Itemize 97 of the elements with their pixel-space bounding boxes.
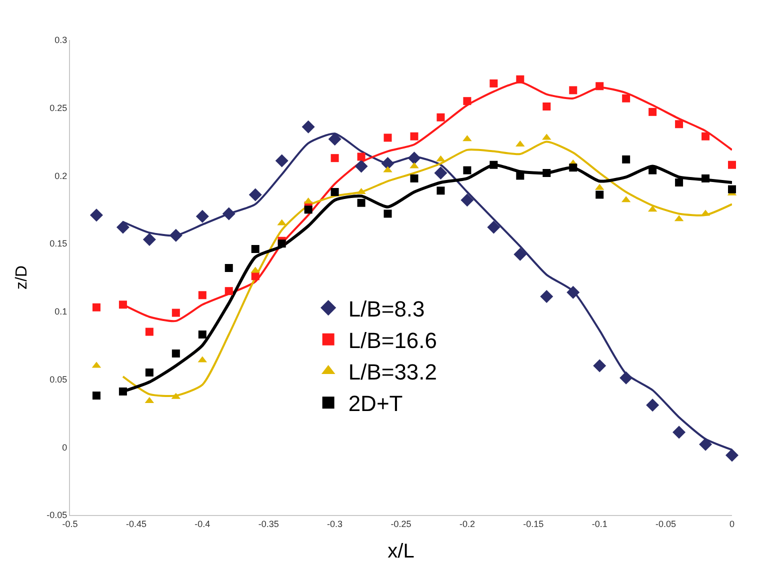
point: [410, 132, 418, 140]
y-axis-title: z/D: [14, 266, 31, 290]
point: [92, 392, 100, 400]
point: [622, 94, 630, 102]
point: [702, 132, 710, 140]
point: [251, 245, 260, 253]
point: [251, 272, 260, 280]
point: [330, 188, 339, 196]
y-tick-label: 0.2: [54, 170, 68, 181]
y-tick-label: 0.15: [50, 238, 68, 249]
y-tick-label: 0.25: [50, 103, 68, 114]
point: [169, 228, 182, 242]
point: [381, 157, 394, 170]
point: [145, 368, 154, 376]
point: [566, 286, 580, 299]
point: [118, 300, 127, 309]
point: [172, 350, 180, 358]
point: [648, 108, 657, 116]
point: [728, 160, 736, 169]
point: [463, 166, 472, 174]
point: [436, 186, 445, 195]
point: [542, 169, 551, 177]
point: [357, 198, 366, 207]
point: [222, 207, 236, 220]
point: [90, 208, 103, 222]
legend-label: L/B=16.6: [348, 328, 438, 353]
point: [460, 194, 474, 207]
x-tick-label: -0.45: [126, 518, 146, 529]
point: [699, 438, 712, 451]
point: [596, 82, 604, 90]
point: [487, 220, 500, 234]
point: [118, 388, 127, 396]
point: [410, 174, 418, 182]
point: [302, 120, 315, 134]
point: [675, 120, 684, 128]
point: [569, 86, 578, 94]
point: [196, 210, 209, 223]
point: [540, 290, 554, 303]
point: [224, 264, 233, 272]
x-tick-label: -0.5: [62, 518, 78, 529]
point: [490, 79, 498, 88]
point: [516, 172, 524, 180]
point: [304, 206, 312, 214]
point: [384, 210, 392, 218]
y-tick-label: 0.3: [54, 35, 68, 46]
point: [330, 154, 339, 162]
point: [569, 164, 578, 172]
point: [172, 308, 180, 317]
point: [672, 426, 686, 439]
point: [516, 75, 524, 84]
point: [593, 359, 606, 372]
point: [116, 220, 130, 234]
x-tick-label: -0.4: [194, 518, 210, 529]
point: [408, 152, 421, 165]
point: [463, 97, 472, 106]
y-tick-label: 0.1: [54, 306, 68, 317]
point: [278, 240, 286, 248]
point: [328, 132, 342, 146]
point: [622, 155, 630, 164]
point: [490, 160, 498, 169]
point: [675, 178, 684, 186]
x-tick-label: -0.15: [523, 518, 544, 529]
y-tick-label: 0: [62, 442, 68, 452]
point: [354, 160, 368, 173]
x-tick-label: -0.1: [592, 518, 608, 529]
point: [198, 330, 206, 338]
x-tick-label: -0.35: [258, 518, 279, 529]
point: [596, 190, 604, 199]
x-axis-title: x/L: [388, 540, 414, 562]
x-tick-label: -0.25: [390, 518, 412, 529]
point: [142, 233, 156, 246]
point: [646, 398, 660, 412]
point: [702, 174, 710, 182]
y-tick-label: -0.05: [46, 510, 68, 520]
x-tick-label: -0.3: [327, 518, 343, 529]
legend-label: L/B=33.2: [348, 360, 438, 385]
point: [542, 102, 551, 110]
point: [92, 303, 100, 312]
legend-label: L/B=8.3: [348, 296, 425, 322]
x-tick-label: -0.05: [656, 518, 676, 529]
point: [514, 248, 527, 261]
x-tick-label: 0: [729, 518, 735, 529]
point: [434, 166, 448, 180]
point: [728, 185, 736, 194]
point: [726, 448, 738, 462]
point: [620, 371, 633, 384]
legend-label: 2D+T: [348, 391, 403, 416]
point: [384, 134, 392, 142]
point: [224, 287, 233, 296]
point: [248, 188, 262, 202]
point: [357, 152, 366, 161]
point: [436, 113, 445, 122]
y-tick-label: 0.05: [50, 374, 68, 384]
point: [198, 291, 206, 300]
point: [145, 328, 154, 336]
point: [275, 154, 288, 168]
x-tick-label: -0.2: [459, 518, 475, 529]
